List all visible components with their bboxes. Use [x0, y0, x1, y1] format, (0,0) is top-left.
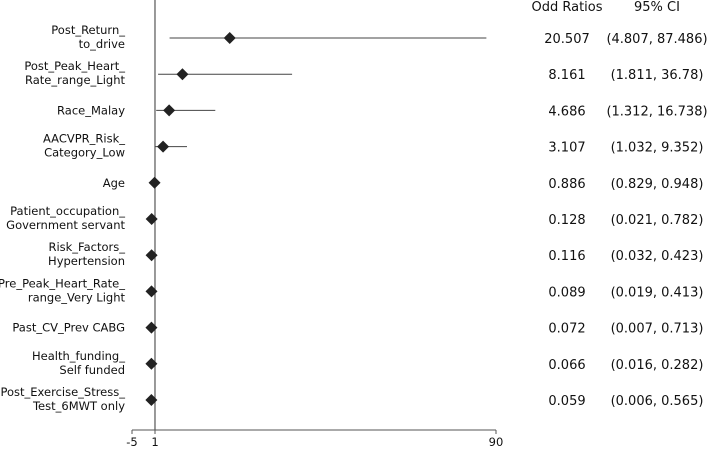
ci-value: (4.807, 87.486)	[606, 32, 707, 47]
ci-value: (0.019, 0.413)	[611, 285, 704, 300]
row-label-line: Hypertension	[48, 254, 125, 268]
row-label: Past_CV_Prev CABG	[12, 321, 125, 335]
odds-ratio-value: 4.686	[548, 104, 585, 119]
row-label-line: to_drive	[79, 37, 125, 51]
x-tick-label: 1	[151, 435, 158, 449]
odds-ratio-marker	[145, 357, 158, 370]
ci-header: 95% CI	[634, 0, 680, 15]
row-label-line: Rate_range_Light	[25, 73, 125, 87]
forest-row: Past_CV_Prev CABG 0.072 (0.007, 0.713)	[12, 321, 703, 337]
row-label-line: Health_funding_	[32, 349, 125, 363]
ci-value: (1.811, 36.78)	[611, 68, 704, 83]
odds-ratio-value: 8.161	[548, 68, 585, 83]
odds-ratio-value: 0.066	[548, 358, 585, 373]
row-label-line: Government servant	[6, 218, 125, 232]
ci-value: (0.007, 0.713)	[611, 322, 704, 337]
odds-ratio-marker	[148, 176, 161, 189]
forest-row: Patient_occupation_Government servant 0.1…	[6, 204, 703, 232]
forest-row: Risk_Factors_Hypertension 0.116 (0.032, 0.…	[48, 240, 703, 268]
column-headers: Odd Ratios 95% CI	[531, 0, 679, 15]
x-axis: -5 1 90	[126, 0, 503, 449]
ci-value: (1.032, 9.352)	[611, 141, 704, 156]
row-label-line: Post_Return_	[51, 23, 125, 37]
forest-row: Post_Exercise_Stress_Test_6MWT only 0.059…	[0, 385, 703, 413]
odds-ratio-value: 0.116	[548, 249, 585, 264]
forest-row: Post_Return_to_drive 20.507 (4.807, 87.486…	[51, 23, 707, 51]
odds-ratio-marker	[176, 68, 189, 81]
row-label-line: range_Very Light	[28, 290, 126, 304]
odds-ratio-marker	[163, 104, 176, 117]
row-label-line: Risk_Factors_	[48, 240, 125, 254]
x-tick-label: 90	[489, 435, 504, 449]
odds-ratio-value: 20.507	[544, 32, 590, 47]
odds-ratio-value: 3.107	[548, 141, 585, 156]
row-label-line: Self funded	[59, 363, 125, 377]
forest-rows: Post_Return_to_drive 20.507 (4.807, 87.486…	[0, 23, 708, 413]
odds-ratio-value: 0.059	[548, 394, 585, 409]
ci-value: (0.032, 0.423)	[611, 249, 704, 264]
ci-value: (1.312, 16.738)	[606, 104, 707, 119]
forest-row: Race_Malay 4.686 (1.312, 16.738)	[57, 103, 708, 119]
forest-row: Health_funding_Self funded 0.066 (0.016, 0…	[32, 349, 703, 377]
odds-ratio-marker	[157, 140, 170, 153]
ci-value: (0.829, 0.948)	[611, 177, 704, 192]
forest-row: Pre_Peak_Heart_Rate_range_Very Light 0.08…	[0, 276, 703, 304]
odds-ratio-marker	[145, 394, 158, 406]
odds-ratio-value: 0.072	[548, 322, 585, 337]
ci-value: (0.006, 0.565)	[611, 394, 704, 409]
ci-value: (0.021, 0.782)	[611, 213, 704, 228]
row-label: Race_Malay	[57, 103, 125, 117]
x-tick-label: -5	[126, 435, 137, 449]
odds-ratio-marker	[145, 213, 158, 225]
odds-ratio-value: 0.128	[548, 213, 585, 228]
odds-ratio-marker	[145, 321, 158, 334]
row-label-line: Category_Low	[44, 146, 125, 160]
row-label-line: Test_6MWT only	[32, 399, 125, 413]
row-label-line: Post_Exercise_Stress_	[0, 385, 125, 399]
forest-row: Post_Peak_Heart_Rate_range_Light 8.161 (1.…	[24, 59, 703, 87]
row-label-line: Post_Peak_Heart_	[24, 59, 125, 73]
odds-ratio-marker	[145, 285, 158, 298]
row-label-line: AACVPR_Risk_	[43, 132, 125, 146]
ci-value: (0.016, 0.282)	[611, 358, 704, 373]
row-label: Age	[103, 176, 125, 190]
forest-row: Age 0.886 (0.829, 0.948)	[103, 176, 704, 192]
odds-ratio-value: 0.886	[548, 177, 585, 192]
row-label-line: Pre_Peak_Heart_Rate_	[0, 276, 125, 290]
row-label-line: Patient_occupation_	[10, 204, 125, 218]
odds-ratio-header: Odd Ratios	[531, 0, 602, 15]
odds-ratio-value: 0.089	[548, 285, 585, 300]
odds-ratio-marker	[145, 249, 158, 262]
forest-row: AACVPR_Risk_Category_Low 3.107 (1.032, 9.3…	[43, 132, 703, 160]
odds-ratio-marker	[223, 32, 236, 44]
